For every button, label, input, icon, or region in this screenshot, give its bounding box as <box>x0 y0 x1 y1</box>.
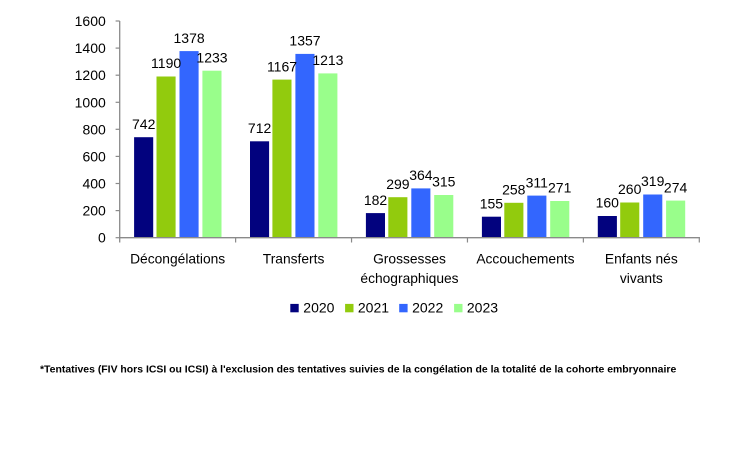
svg-text:2023: 2023 <box>467 300 498 316</box>
svg-text:1378: 1378 <box>174 30 205 46</box>
svg-text:364: 364 <box>409 167 433 183</box>
svg-text:400: 400 <box>82 176 106 192</box>
svg-text:182: 182 <box>364 192 388 208</box>
svg-text:712: 712 <box>248 120 272 136</box>
svg-text:800: 800 <box>82 121 106 137</box>
svg-text:*Tentatives (FIV hors ICSI ou: *Tentatives (FIV hors ICSI ou ICSI) à l'… <box>40 365 676 376</box>
svg-text:155: 155 <box>480 195 504 211</box>
svg-text:1357: 1357 <box>289 33 320 49</box>
svg-text:1190: 1190 <box>151 55 181 71</box>
svg-text:160: 160 <box>596 195 620 211</box>
svg-text:1213: 1213 <box>312 52 343 68</box>
svg-text:0: 0 <box>98 230 106 246</box>
svg-text:échographiques: échographiques <box>360 271 458 286</box>
svg-text:258: 258 <box>502 182 526 198</box>
svg-text:274: 274 <box>664 179 688 195</box>
svg-text:260: 260 <box>618 181 642 197</box>
svg-text:1400: 1400 <box>75 40 106 56</box>
svg-text:299: 299 <box>386 176 410 192</box>
svg-text:2022: 2022 <box>412 300 443 316</box>
svg-text:Accouchements: Accouchements <box>476 251 574 266</box>
svg-text:Enfants nés: Enfants nés <box>605 251 678 266</box>
svg-text:311: 311 <box>526 174 549 190</box>
svg-text:2021: 2021 <box>358 300 389 316</box>
svg-text:1233: 1233 <box>196 49 227 65</box>
svg-text:Transferts: Transferts <box>263 251 325 266</box>
svg-text:600: 600 <box>82 148 106 164</box>
svg-text:vivants: vivants <box>620 271 663 286</box>
svg-text:315: 315 <box>432 174 456 190</box>
svg-text:Décongélations: Décongélations <box>130 251 225 266</box>
svg-text:1600: 1600 <box>75 13 106 29</box>
svg-text:1167: 1167 <box>267 58 297 74</box>
svg-text:2020: 2020 <box>303 300 334 316</box>
svg-text:1000: 1000 <box>75 94 106 110</box>
svg-text:742: 742 <box>132 116 156 132</box>
svg-text:1200: 1200 <box>75 67 106 83</box>
svg-text:271: 271 <box>548 180 572 196</box>
svg-text:Grossesses: Grossesses <box>373 251 446 266</box>
svg-text:200: 200 <box>82 203 106 219</box>
svg-text:319: 319 <box>641 173 665 189</box>
